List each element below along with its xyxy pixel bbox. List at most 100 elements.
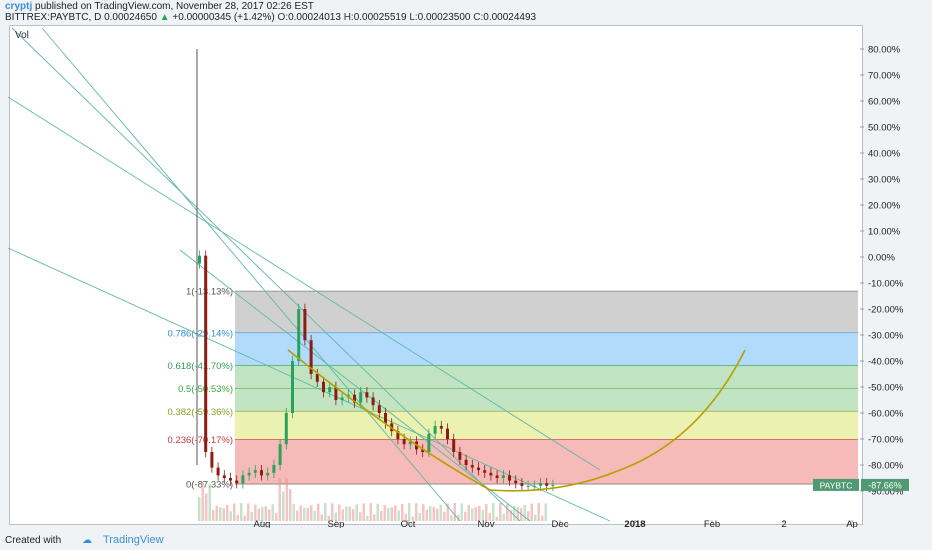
volume-bar [376,503,379,521]
volume-bar [310,505,313,521]
candle [526,485,530,487]
volume-bar [506,503,509,521]
volume-bar [387,508,390,521]
footer: Created with ☁ TradingView [0,528,932,550]
fib-label-0.618: 0.618(-41.70%) [168,361,233,372]
candle [198,255,201,264]
tradingview-cloud-icon: ☁ [82,535,92,546]
candle [489,472,493,476]
volume-bar [425,509,428,521]
volume-bar [261,506,264,521]
fib-label-0.786: 0.786(-29.14%) [168,328,233,339]
candle [384,413,387,424]
y-tick-label: 0.00% [868,253,895,264]
price-badge-symbol-text: PAYBTC [820,480,853,490]
volume-bar [348,506,351,521]
candle [297,309,301,361]
open-label: O: [277,12,289,23]
volume-label: Vol [15,30,29,41]
volume-bar [250,511,253,521]
candle [309,340,313,374]
low-value: 0.00023500 [417,12,471,23]
y-tick-label: 20.00% [868,201,901,212]
volume-bar [432,506,435,521]
volume-bar [303,507,306,521]
candle [303,309,307,341]
volume-bar [257,508,260,521]
volume-bar [446,503,449,521]
volume-bar [366,515,369,521]
volume-bar [362,503,365,521]
volume-bar [471,508,474,521]
volume-bar [345,506,348,521]
candle [458,452,462,460]
candle [334,387,338,400]
y-tick-label: -30.00% [868,331,904,342]
symbol-label: BITTREX:PAYBTC, D [5,12,102,23]
volume-bar [453,503,456,521]
volume-bar [380,511,383,521]
volume-bar [355,504,358,521]
volume-bar [485,504,488,521]
candle [396,431,400,439]
candle [508,475,511,481]
y-tick-label: -80.00% [868,461,904,472]
y-tick-label: 50.00% [868,123,901,134]
rounding-bottom-curve [287,349,746,492]
volume-bar [495,516,498,521]
volume-bar [530,503,533,521]
volume-bar [544,503,547,521]
candle [359,392,363,403]
y-tick-label: -70.00% [868,435,904,446]
x-tick-label: Feb [704,519,720,528]
volume-bar [341,509,344,521]
volume-bar [534,514,537,521]
trendline [7,96,601,471]
volume-bar [299,505,302,521]
fib-zone-0.382 [235,411,858,440]
low-label: L: [409,12,418,23]
candle [402,439,406,445]
candle [545,483,549,486]
author-link[interactable]: cryptj [5,1,33,12]
chart-svg[interactable]: 1(-13.13%) 0.786(-29.14%) 0.618(-41.70%) 0.… [0,0,932,528]
price-value: 0.00024650 [104,12,157,23]
x-tick-label: Oct [401,519,416,528]
x-tick-label: Dec [552,519,569,528]
volume-bar [212,510,215,521]
volume-bar [397,510,400,521]
candle [216,467,220,476]
y-tick-label: 10.00% [868,227,901,238]
fib-label-1: 1(-13.13%) [186,287,233,298]
volume-bar [292,503,295,521]
volume-bar [369,503,372,521]
volume-bar [513,505,516,521]
candle [365,392,369,398]
volume-bar [243,515,246,521]
y-tick-label: -40.00% [868,357,904,368]
candle [284,413,288,445]
price-badge-value [861,478,909,491]
volume-bar [478,505,481,521]
candle [452,439,456,452]
candle [495,475,499,478]
volume-bar [264,506,267,521]
tradingview-brand-link[interactable]: TradingView [103,534,164,546]
candle [439,426,443,429]
candle [266,472,270,476]
volume-bar [320,514,323,521]
volume-bar [201,483,204,521]
candle [532,485,536,487]
volume-bar [537,503,540,521]
candle [322,381,325,393]
candle [340,397,344,400]
fib-label-0.382: 0.382(-59.36%) [168,407,233,418]
volume-bar [317,503,320,521]
high-value: 0.00025519 [353,12,407,23]
y-tick-label: 80.00% [868,45,901,56]
volume-bar [457,515,460,521]
fib-zone-0.5 [235,388,858,412]
volume-bar [240,503,243,521]
y-tick-label: 60.00% [868,97,901,108]
y-tick-label: -60.00% [868,409,904,420]
